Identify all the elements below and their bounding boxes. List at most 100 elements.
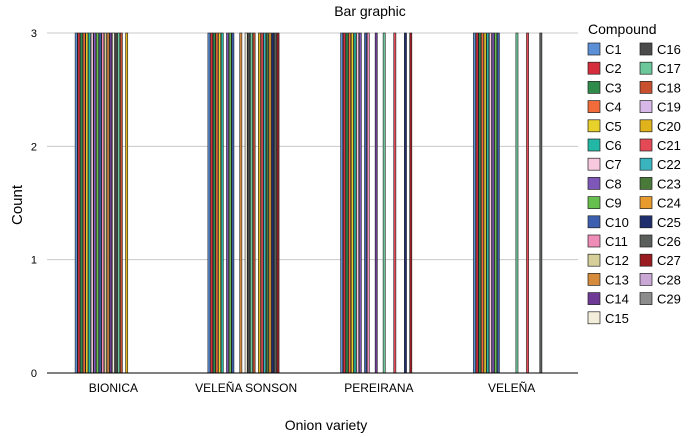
bar-c17 [250,32,253,374]
bar-c18 [252,32,256,374]
legend-swatch [587,138,601,152]
legend-swatch [639,119,653,133]
bar-c5 [483,32,487,374]
legend-item-c3: C3 [587,80,622,95]
bar-c21 [393,32,397,374]
bar-c18 [119,32,123,374]
legend-label: C4 [605,100,622,115]
bar-c3 [345,32,349,374]
legend-item-c4: C4 [587,100,622,115]
bar-c21 [526,32,529,374]
bar-c14 [109,32,113,374]
legend-label: C15 [605,311,629,326]
legend-label: C8 [605,176,622,191]
bar-c4 [215,32,219,374]
bar-c17 [382,32,386,374]
legend-swatch [587,234,601,248]
y-tick-label: 0 [31,368,37,380]
bar-c7 [488,32,492,374]
legend-label: C25 [657,215,681,230]
legend-swatch [639,177,653,190]
bar-c2 [210,32,214,374]
legend-label: C16 [657,42,681,57]
bar-c13 [106,32,110,374]
legend-item-c24: C24 [639,196,681,211]
legend-item-c7: C7 [587,157,622,172]
bar-c2 [475,32,479,374]
bar-c24 [268,32,272,374]
legend-item-c14: C14 [587,292,629,307]
legend-swatch [639,81,653,94]
bar-c9 [494,32,498,374]
legend-swatch [587,61,601,75]
bar-c16 [247,32,251,374]
legend-label: C27 [657,253,681,268]
legend-item-c25: C25 [639,215,681,230]
bar-c26 [273,32,277,374]
bar-c27 [409,32,413,374]
bar-c20 [125,32,129,374]
bar-c11 [101,32,105,374]
legend-item-c9: C9 [587,196,622,211]
bar-c25 [404,32,407,374]
y-tick-label: 3 [31,28,37,40]
bar-c17 [117,32,121,374]
legend-item-c13: C13 [587,272,629,287]
x-axis-title: Onion variety [285,417,367,433]
legend-label: C6 [605,138,622,153]
legend-swatch [587,81,601,94]
bar-c23 [265,32,269,374]
legend-label: C21 [657,138,681,153]
legend-title: Compound [588,21,657,37]
legend-item-c29: C29 [639,292,681,307]
legend-item-c20: C20 [639,119,681,134]
x-tick-labels: BIONICA VELEÑA SONSON PEREIRANA VELEÑA [89,381,536,395]
bar-c8 [226,32,229,374]
legend-label: C9 [605,196,622,211]
legend-swatch [587,196,601,209]
bar-c1 [473,32,476,374]
legend-swatch [587,157,601,171]
legend-label: C17 [657,61,681,76]
bar-c11 [366,32,370,374]
legend-item-c1: C1 [587,42,622,57]
legend-label: C14 [605,292,629,307]
legend-label: C26 [657,234,681,249]
legend-item-c17: C17 [639,61,681,76]
legend-swatch [587,311,601,325]
bar-c7 [90,32,94,374]
legend-item-c10: C10 [587,215,629,230]
legend-label: C22 [657,157,681,172]
bar-c6 [88,32,91,374]
legend-swatch [587,292,601,305]
legend-swatch [587,177,601,190]
legend-item-c28: C28 [639,272,681,287]
legend-swatch [587,119,601,133]
legend-item-c21: C21 [639,138,681,153]
bars [74,32,543,374]
legend-swatch [587,273,601,286]
legend-item-c12: C12 [587,253,629,268]
bar-c22 [263,32,267,374]
bar-c20 [258,32,261,374]
bar-c10 [231,32,235,374]
legend-label: C2 [605,61,622,76]
legend-swatch [639,100,653,113]
bar-c3 [478,32,482,374]
y-axis-title: Count [9,184,26,225]
legend-swatch [639,157,653,171]
bar-c8 [491,32,495,374]
legend-item-c6: C6 [587,138,622,153]
legend-label: C11 [605,234,628,249]
legend-item-c23: C23 [639,176,681,191]
legend-swatch [587,100,601,113]
legend-swatch [639,253,653,267]
bar-c6 [220,32,224,374]
bar-c1 [74,32,78,374]
legend-item-c26: C26 [639,234,681,249]
bar-c16 [114,32,118,374]
legend-label: C24 [657,196,681,211]
legend-label: C29 [657,292,681,307]
legend-label: C20 [657,119,681,134]
